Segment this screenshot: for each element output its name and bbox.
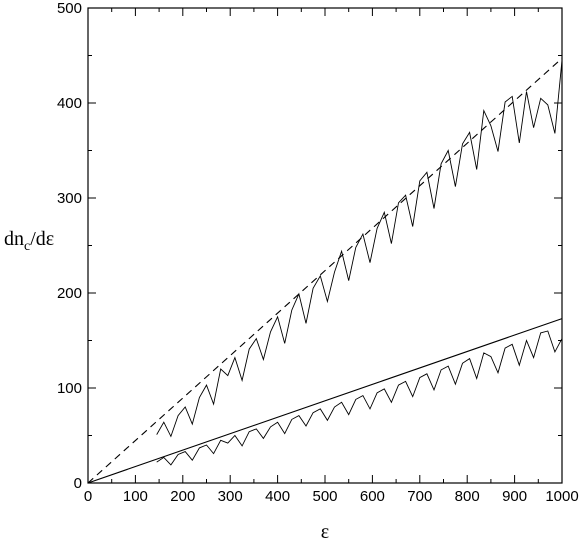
series-1-solid-noisy bbox=[156, 330, 563, 466]
y-axis-label-base: dn bbox=[4, 228, 24, 250]
series-3-solid-fit bbox=[87, 318, 563, 484]
x-tick-label-2: 200 bbox=[170, 488, 195, 505]
series-0-solid-noisy bbox=[156, 60, 563, 438]
x-tick-label-7: 700 bbox=[407, 488, 432, 505]
x-tick-label-5: 500 bbox=[312, 488, 337, 505]
tick-labels: 0 100 200 300 400 500 600 700 800 900 1000 0 100 200 3… bbox=[57, 0, 579, 505]
y-tick-label-5: 500 bbox=[57, 0, 82, 17]
y-tick-label-0: 0 bbox=[74, 475, 82, 492]
x-tick-label-0: 0 bbox=[84, 488, 92, 505]
x-tick-label-4: 400 bbox=[265, 488, 290, 505]
y-tick-label-4: 400 bbox=[57, 95, 82, 112]
y-tick-label-3: 300 bbox=[57, 190, 82, 207]
y-tick-label-1: 100 bbox=[57, 380, 82, 397]
x-tick-label-6: 600 bbox=[360, 488, 385, 505]
x-axis-label: ε bbox=[321, 521, 329, 543]
y-axis-label-sub: c bbox=[24, 239, 30, 254]
ticks bbox=[87, 7, 563, 484]
x-tick-label-3: 300 bbox=[218, 488, 243, 505]
series-group bbox=[87, 57, 563, 484]
y-axis-label: dnc/dε bbox=[4, 228, 54, 254]
series-2-dashed-fit bbox=[87, 57, 563, 484]
x-tick-label-9: 900 bbox=[502, 488, 527, 505]
y-axis-label-rest: /dε bbox=[30, 228, 54, 250]
x-tick-label-1: 100 bbox=[123, 488, 148, 505]
x-tick-label-10: 1000 bbox=[545, 488, 578, 505]
x-tick-label-8: 800 bbox=[455, 488, 480, 505]
y-tick-label-2: 200 bbox=[57, 285, 82, 302]
plot-frame bbox=[87, 7, 563, 484]
